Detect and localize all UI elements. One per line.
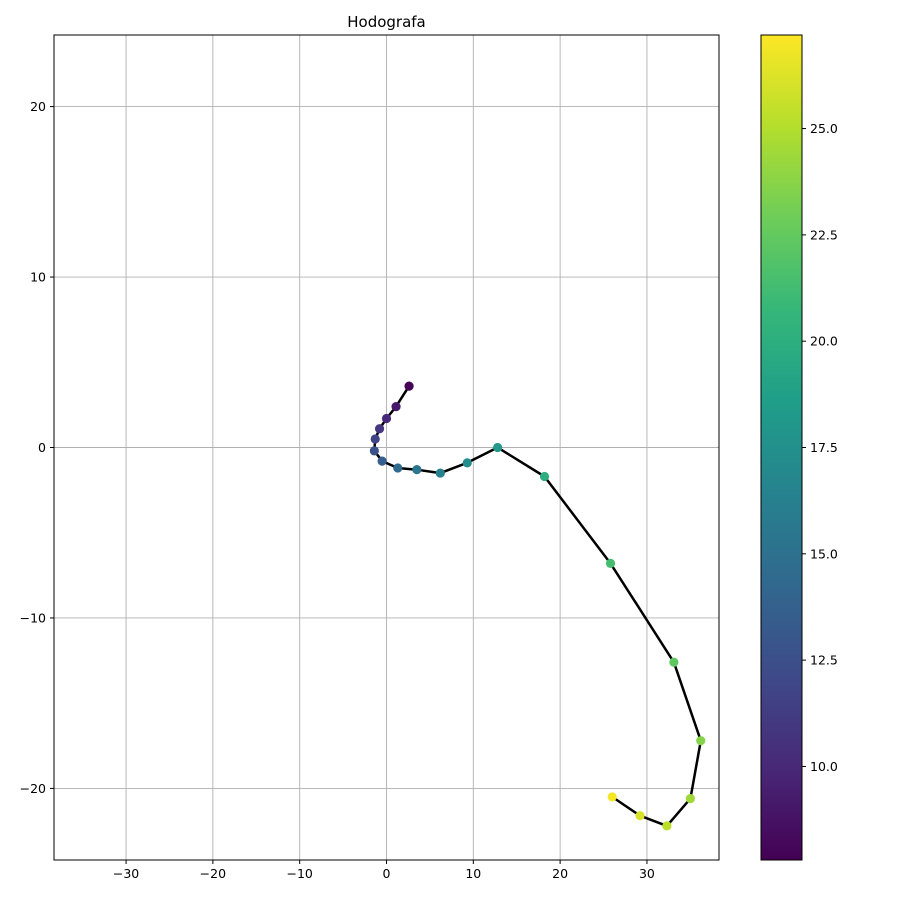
hodograph-point (391, 401, 401, 412)
x-tick-label: 0 (383, 866, 391, 881)
colorbar-tick-label: 15.0 (810, 546, 838, 561)
y-tick-label: −10 (20, 610, 46, 625)
x-tick-label: −10 (286, 866, 312, 881)
chart-title: Hodografa (347, 13, 426, 31)
hodograph-line (373, 385, 703, 828)
y-tick-label: 0 (38, 440, 46, 455)
colorbar-tick-label: 22.5 (810, 227, 838, 242)
x-axis-ticks: −30 −20 −10 0 10 20 30 (113, 860, 655, 881)
hodograph-point (374, 424, 385, 434)
x-tick-label: −30 (113, 866, 139, 881)
hodograph-point (462, 458, 472, 468)
hodograph-point (369, 446, 379, 456)
hodograph-point (607, 792, 617, 802)
colorbar (760, 34, 803, 861)
colorbar-tick-label: 17.5 (810, 440, 838, 455)
hodograph-point (381, 413, 392, 424)
hodograph-point (685, 794, 695, 804)
colorbar-tick-label: 25.0 (810, 121, 838, 136)
y-tick-label: 10 (30, 270, 46, 285)
x-tick-label: 30 (639, 866, 655, 881)
hodograph-point (662, 821, 672, 831)
colorbar-tick-label: 20.0 (810, 334, 838, 349)
x-tick-label: −20 (200, 866, 226, 881)
hodograph-point (377, 456, 387, 466)
hodograph-point (539, 471, 550, 482)
hodograph-point (635, 811, 645, 821)
hodograph-point (393, 463, 403, 473)
hodograph-point (412, 465, 422, 475)
y-axis-ticks: −20 −10 0 10 20 (20, 99, 54, 796)
hodograph-point (669, 657, 679, 667)
x-tick-label: 10 (465, 866, 481, 881)
colorbar-ticks: 10.0 12.5 15.0 17.5 20.0 22.5 25.0 (802, 121, 838, 774)
colorbar-tick-label: 12.5 (810, 653, 838, 668)
colorbar-tick-label: 10.0 (810, 759, 838, 774)
hodograph-point (493, 442, 503, 453)
hodograph-point (696, 736, 706, 746)
x-tick-label: 20 (552, 866, 568, 881)
hodograph-point (404, 381, 414, 391)
hodograph-series (369, 381, 706, 831)
y-tick-label: 20 (30, 99, 46, 114)
hodograph-point (605, 558, 616, 569)
hodograph-point (370, 434, 380, 444)
hodograph-point (435, 468, 445, 478)
grid-lines (54, 35, 719, 860)
y-tick-label: −20 (20, 781, 46, 796)
